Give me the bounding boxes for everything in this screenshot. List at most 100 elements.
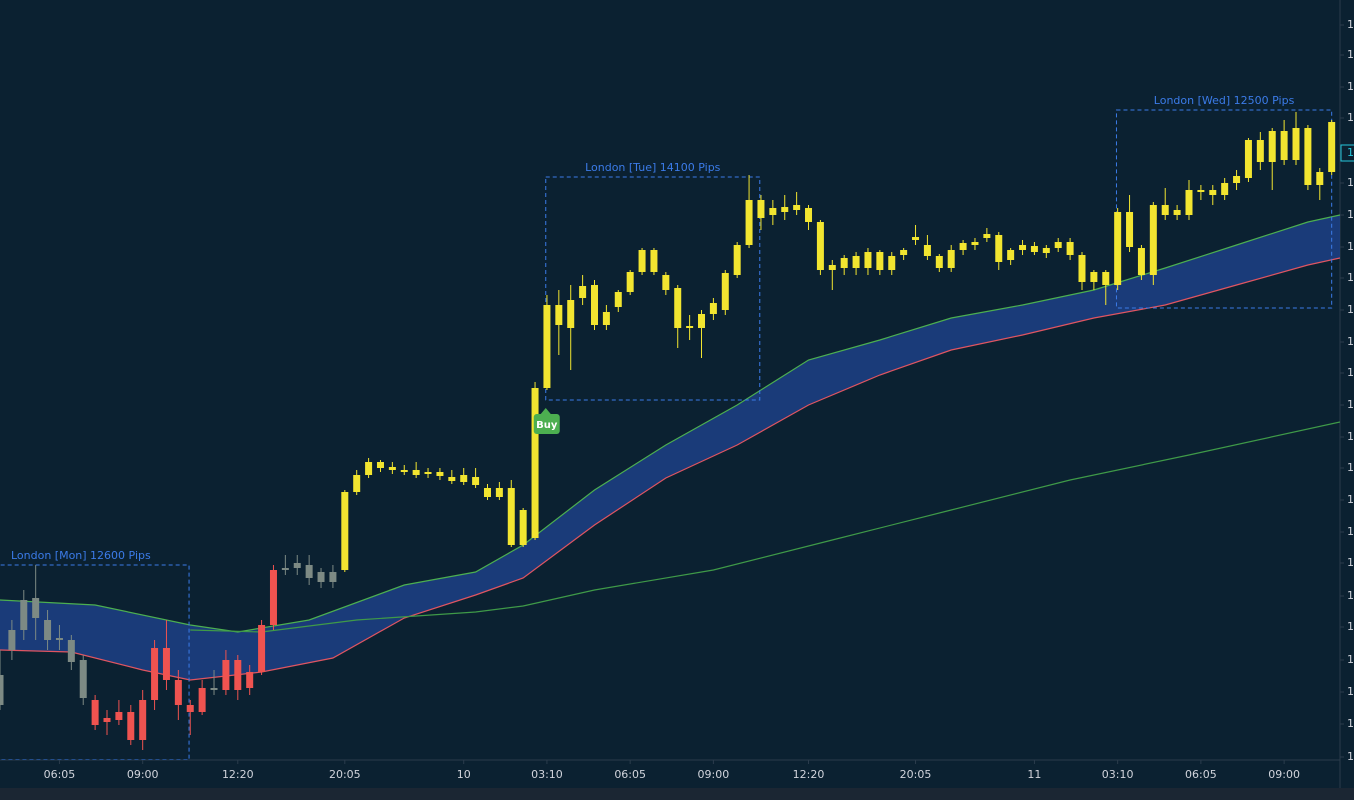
- candle-body: [935, 256, 943, 268]
- candle-body: [412, 470, 420, 475]
- candle-body: [1256, 140, 1264, 162]
- session-label: London [Tue] 14100 Pips: [585, 161, 721, 174]
- candle-body: [983, 234, 991, 238]
- x-tick-label: 09:00: [1268, 768, 1300, 781]
- candle-body: [55, 638, 63, 640]
- bottom-bar: [0, 788, 1354, 800]
- candle-body: [424, 472, 432, 474]
- x-tick-label: 11: [1027, 768, 1041, 781]
- y-tick-label: 15: [1347, 717, 1354, 730]
- y-tick-label: 15: [1347, 335, 1354, 348]
- candle-body: [1114, 212, 1122, 285]
- candle-body: [781, 207, 789, 212]
- candle-body: [269, 570, 277, 625]
- candle-body: [638, 250, 646, 272]
- candle-body: [448, 477, 456, 481]
- candle-body: [162, 648, 170, 680]
- candle-body: [305, 565, 313, 578]
- candle-body: [1054, 242, 1062, 248]
- y-tick-label: 15: [1347, 556, 1354, 569]
- x-tick-label: 09:00: [127, 768, 159, 781]
- x-tick-label: 06:05: [44, 768, 76, 781]
- candle-body: [0, 675, 4, 705]
- y-tick-label: 15: [1347, 271, 1354, 284]
- candle-body: [293, 563, 301, 568]
- candle-body: [495, 488, 503, 497]
- candle-body: [1090, 272, 1098, 282]
- candle-body: [365, 462, 373, 475]
- ema-line: [190, 421, 1340, 633]
- candle-body: [1137, 248, 1145, 275]
- candle-body: [1149, 205, 1157, 275]
- candle-body: [127, 712, 135, 740]
- x-tick-label: 09:00: [698, 768, 730, 781]
- candle-body: [674, 288, 682, 328]
- y-tick-label: 15: [1347, 303, 1354, 316]
- x-tick-label: 20:05: [329, 768, 361, 781]
- candle-body: [436, 472, 444, 476]
- candle-body: [1268, 131, 1276, 162]
- candle-body: [1019, 245, 1027, 250]
- candle-body: [519, 510, 527, 545]
- candle-body: [1185, 190, 1193, 215]
- candle-body: [258, 625, 266, 672]
- last-price-label: 15: [1347, 146, 1354, 159]
- session-box: [1115, 109, 1333, 309]
- candle-body: [590, 285, 598, 325]
- candle-body: [840, 258, 848, 268]
- candle-body: [721, 273, 729, 310]
- y-tick-label: 15: [1347, 620, 1354, 633]
- candle-body: [376, 462, 384, 468]
- candle-body: [1221, 183, 1229, 195]
- signal-badge: [533, 414, 560, 434]
- candle-body: [733, 245, 741, 275]
- candle-body: [32, 598, 40, 618]
- candle-body: [246, 672, 254, 688]
- candle-body: [1197, 190, 1205, 192]
- last-price-box: [1340, 144, 1354, 162]
- candle-body: [1280, 131, 1288, 160]
- y-tick-label: 15: [1347, 493, 1354, 506]
- candle-body: [602, 312, 610, 325]
- candle-body: [329, 572, 337, 582]
- candle-body: [8, 630, 16, 650]
- candle-body: [388, 467, 396, 470]
- candle-body: [745, 200, 753, 245]
- candle-body: [400, 470, 408, 472]
- candle-body: [757, 200, 765, 218]
- candle-body: [971, 242, 979, 245]
- signal-pointer: [540, 408, 551, 414]
- candle-body: [1328, 122, 1336, 172]
- candle-body: [460, 475, 468, 482]
- candle-body: [805, 208, 813, 222]
- candle-body: [543, 305, 551, 388]
- y-tick-label: 15: [1347, 589, 1354, 602]
- candle-body: [852, 256, 860, 268]
- y-tick-label: 15: [1347, 48, 1354, 61]
- candle-body: [210, 688, 218, 690]
- session-box: [0, 564, 190, 760]
- candle-body: [472, 477, 480, 485]
- x-tick-label: 06:05: [1185, 768, 1217, 781]
- candle-body: [923, 245, 931, 256]
- candle-body: [281, 568, 289, 570]
- candle-body: [900, 250, 908, 255]
- candle-body: [864, 252, 872, 268]
- y-tick-label: 15: [1347, 685, 1354, 698]
- y-tick-label: 15: [1347, 208, 1354, 221]
- candle-body: [959, 243, 967, 250]
- candle-body: [1233, 176, 1241, 183]
- candle-body: [67, 640, 75, 662]
- candle-body: [650, 250, 658, 272]
- candle-body: [947, 250, 955, 268]
- candle-body: [44, 620, 52, 640]
- session-label: London [Wed] 12500 Pips: [1154, 94, 1295, 107]
- y-tick-label: 15: [1347, 653, 1354, 666]
- candle-body: [1209, 190, 1217, 195]
- candle-body: [103, 718, 111, 722]
- candle-body: [20, 600, 28, 630]
- candle-body: [614, 292, 622, 307]
- candle-body: [698, 314, 706, 328]
- candle-body: [555, 305, 563, 325]
- candle-body: [709, 303, 717, 314]
